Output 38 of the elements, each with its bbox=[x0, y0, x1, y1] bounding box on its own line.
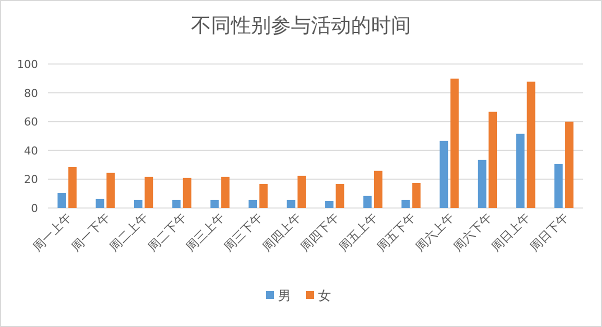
bar bbox=[374, 170, 382, 208]
bar bbox=[554, 164, 563, 208]
chart-title: 不同性别参与活动的时间 bbox=[191, 13, 411, 37]
y-tick-label: 60 bbox=[24, 116, 38, 129]
bar bbox=[488, 112, 498, 208]
bar bbox=[412, 182, 421, 208]
bar bbox=[134, 200, 142, 208]
bar bbox=[96, 198, 104, 208]
bar bbox=[325, 200, 334, 208]
bar bbox=[478, 160, 486, 208]
bar bbox=[58, 193, 66, 208]
bar bbox=[401, 200, 410, 208]
bar bbox=[259, 184, 268, 208]
bar bbox=[363, 196, 372, 208]
y-tick-label: 80 bbox=[24, 86, 38, 100]
y-tick-label: 100 bbox=[17, 58, 38, 71]
bar bbox=[286, 200, 296, 208]
bar bbox=[516, 134, 525, 208]
bar bbox=[450, 78, 459, 208]
x-tick-label: 周日下午 bbox=[527, 210, 572, 254]
legend-label: 男 bbox=[278, 289, 291, 304]
bar bbox=[248, 200, 258, 208]
bar bbox=[336, 184, 344, 208]
y-tick-label: 20 bbox=[24, 173, 38, 186]
y-tick-label: 40 bbox=[24, 144, 38, 158]
bar bbox=[106, 172, 115, 208]
legend-label: 女 bbox=[318, 289, 331, 304]
bar bbox=[298, 176, 306, 208]
bar bbox=[565, 122, 574, 208]
bar bbox=[68, 166, 77, 208]
bar bbox=[172, 200, 181, 208]
bar bbox=[210, 200, 219, 208]
bar bbox=[440, 140, 448, 208]
bar bbox=[144, 176, 154, 208]
bar bbox=[182, 178, 192, 208]
y-tick-label: 0 bbox=[31, 202, 38, 215]
bar bbox=[526, 82, 536, 208]
bar bbox=[221, 176, 230, 208]
